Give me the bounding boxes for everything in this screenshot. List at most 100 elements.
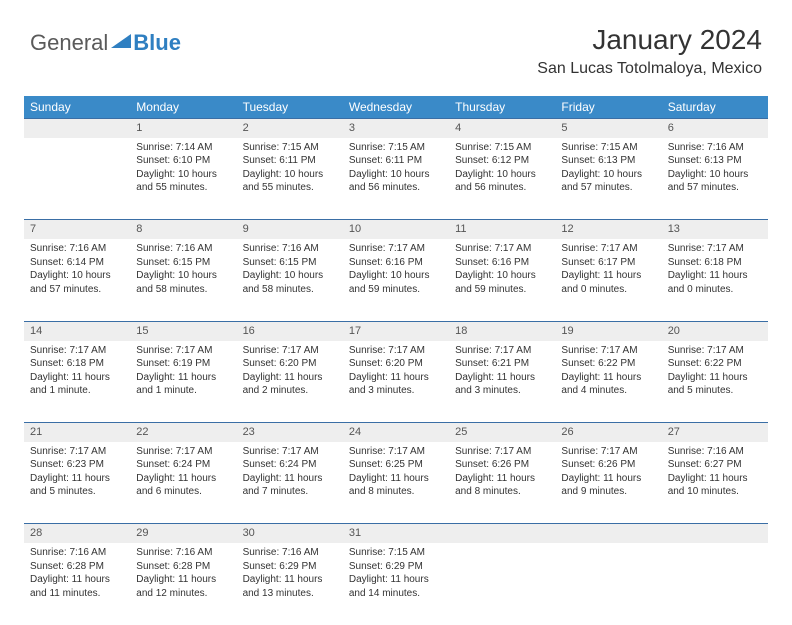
weekday-header: Friday (555, 96, 661, 119)
day2-text: and 55 minutes. (243, 181, 337, 195)
day-cell: Sunrise: 7:15 AMSunset: 6:11 PMDaylight:… (343, 138, 449, 220)
day-cell: Sunrise: 7:16 AMSunset: 6:14 PMDaylight:… (24, 239, 130, 321)
day-cell (449, 543, 555, 625)
day1-text: Daylight: 11 hours (136, 472, 230, 486)
day1-text: Daylight: 10 hours (349, 269, 443, 283)
sunset-text: Sunset: 6:23 PM (30, 458, 124, 472)
day-cell: Sunrise: 7:16 AMSunset: 6:27 PMDaylight:… (662, 442, 768, 524)
day1-text: Daylight: 10 hours (136, 269, 230, 283)
day-number: 30 (237, 524, 343, 543)
day2-text: and 5 minutes. (668, 384, 762, 398)
day-number: 17 (343, 321, 449, 340)
day2-text: and 0 minutes. (561, 283, 655, 297)
day2-text: and 9 minutes. (561, 485, 655, 499)
weekday-header: Sunday (24, 96, 130, 119)
day-number: 15 (130, 321, 236, 340)
day-cell: Sunrise: 7:15 AMSunset: 6:12 PMDaylight:… (449, 138, 555, 220)
day-cell: Sunrise: 7:17 AMSunset: 6:21 PMDaylight:… (449, 341, 555, 423)
sunset-text: Sunset: 6:11 PM (243, 154, 337, 168)
weekday-header: Tuesday (237, 96, 343, 119)
day-cell: Sunrise: 7:17 AMSunset: 6:18 PMDaylight:… (24, 341, 130, 423)
day-cell: Sunrise: 7:17 AMSunset: 6:20 PMDaylight:… (343, 341, 449, 423)
day-cell: Sunrise: 7:17 AMSunset: 6:20 PMDaylight:… (237, 341, 343, 423)
day1-text: Daylight: 11 hours (349, 472, 443, 486)
day2-text: and 3 minutes. (455, 384, 549, 398)
day-detail-row: Sunrise: 7:17 AMSunset: 6:18 PMDaylight:… (24, 341, 768, 423)
day-cell: Sunrise: 7:16 AMSunset: 6:15 PMDaylight:… (130, 239, 236, 321)
day-number: 12 (555, 220, 661, 239)
day1-text: Daylight: 10 hours (30, 269, 124, 283)
sunrise-text: Sunrise: 7:17 AM (30, 445, 124, 459)
day2-text: and 56 minutes. (349, 181, 443, 195)
day-number (24, 119, 130, 138)
sunset-text: Sunset: 6:22 PM (668, 357, 762, 371)
day-cell (24, 138, 130, 220)
sunset-text: Sunset: 6:26 PM (455, 458, 549, 472)
day-cell: Sunrise: 7:17 AMSunset: 6:26 PMDaylight:… (449, 442, 555, 524)
day2-text: and 57 minutes. (561, 181, 655, 195)
day-detail-row: Sunrise: 7:17 AMSunset: 6:23 PMDaylight:… (24, 442, 768, 524)
sunrise-text: Sunrise: 7:16 AM (243, 546, 337, 560)
sunrise-text: Sunrise: 7:15 AM (561, 141, 655, 155)
day-number: 6 (662, 119, 768, 138)
day-cell: Sunrise: 7:17 AMSunset: 6:25 PMDaylight:… (343, 442, 449, 524)
day-number: 29 (130, 524, 236, 543)
day1-text: Daylight: 11 hours (561, 269, 655, 283)
sunset-text: Sunset: 6:11 PM (349, 154, 443, 168)
day-cell: Sunrise: 7:16 AMSunset: 6:15 PMDaylight:… (237, 239, 343, 321)
sunrise-text: Sunrise: 7:16 AM (30, 546, 124, 560)
logo-word1: General (30, 30, 108, 56)
day-number-row: 21222324252627 (24, 423, 768, 442)
day-number: 3 (343, 119, 449, 138)
day1-text: Daylight: 10 hours (136, 168, 230, 182)
sunset-text: Sunset: 6:24 PM (136, 458, 230, 472)
day1-text: Daylight: 11 hours (349, 371, 443, 385)
day2-text: and 10 minutes. (668, 485, 762, 499)
day1-text: Daylight: 11 hours (455, 472, 549, 486)
day-cell: Sunrise: 7:17 AMSunset: 6:17 PMDaylight:… (555, 239, 661, 321)
day-cell: Sunrise: 7:15 AMSunset: 6:13 PMDaylight:… (555, 138, 661, 220)
sunrise-text: Sunrise: 7:16 AM (243, 242, 337, 256)
day-cell: Sunrise: 7:17 AMSunset: 6:23 PMDaylight:… (24, 442, 130, 524)
day-cell: Sunrise: 7:17 AMSunset: 6:16 PMDaylight:… (343, 239, 449, 321)
day2-text: and 56 minutes. (455, 181, 549, 195)
header: January 2024 San Lucas Totolmaloya, Mexi… (537, 24, 762, 78)
day-cell: Sunrise: 7:16 AMSunset: 6:28 PMDaylight:… (130, 543, 236, 625)
day2-text: and 0 minutes. (668, 283, 762, 297)
day-cell: Sunrise: 7:17 AMSunset: 6:22 PMDaylight:… (662, 341, 768, 423)
sunrise-text: Sunrise: 7:15 AM (243, 141, 337, 155)
sunset-text: Sunset: 6:28 PM (30, 560, 124, 574)
sunset-text: Sunset: 6:17 PM (561, 256, 655, 270)
sunrise-text: Sunrise: 7:17 AM (136, 445, 230, 459)
day-cell: Sunrise: 7:16 AMSunset: 6:29 PMDaylight:… (237, 543, 343, 625)
day1-text: Daylight: 11 hours (668, 472, 762, 486)
weekday-header-row: Sunday Monday Tuesday Wednesday Thursday… (24, 96, 768, 119)
sunrise-text: Sunrise: 7:15 AM (349, 141, 443, 155)
sunrise-text: Sunrise: 7:16 AM (30, 242, 124, 256)
day-cell: Sunrise: 7:17 AMSunset: 6:18 PMDaylight:… (662, 239, 768, 321)
day-number: 10 (343, 220, 449, 239)
day2-text: and 1 minute. (30, 384, 124, 398)
day-number: 5 (555, 119, 661, 138)
day2-text: and 55 minutes. (136, 181, 230, 195)
sunset-text: Sunset: 6:24 PM (243, 458, 337, 472)
day1-text: Daylight: 11 hours (243, 573, 337, 587)
day-number-row: 78910111213 (24, 220, 768, 239)
day-detail-row: Sunrise: 7:14 AMSunset: 6:10 PMDaylight:… (24, 138, 768, 220)
day-number: 25 (449, 423, 555, 442)
day-cell: Sunrise: 7:17 AMSunset: 6:22 PMDaylight:… (555, 341, 661, 423)
sunset-text: Sunset: 6:16 PM (349, 256, 443, 270)
sunrise-text: Sunrise: 7:17 AM (455, 242, 549, 256)
weekday-header: Monday (130, 96, 236, 119)
day1-text: Daylight: 11 hours (136, 371, 230, 385)
sunrise-text: Sunrise: 7:14 AM (136, 141, 230, 155)
sunrise-text: Sunrise: 7:17 AM (349, 344, 443, 358)
day2-text: and 2 minutes. (243, 384, 337, 398)
day1-text: Daylight: 10 hours (243, 168, 337, 182)
day1-text: Daylight: 11 hours (561, 472, 655, 486)
day-number: 26 (555, 423, 661, 442)
day-number: 18 (449, 321, 555, 340)
day-number (449, 524, 555, 543)
sunset-text: Sunset: 6:10 PM (136, 154, 230, 168)
day-detail-row: Sunrise: 7:16 AMSunset: 6:14 PMDaylight:… (24, 239, 768, 321)
